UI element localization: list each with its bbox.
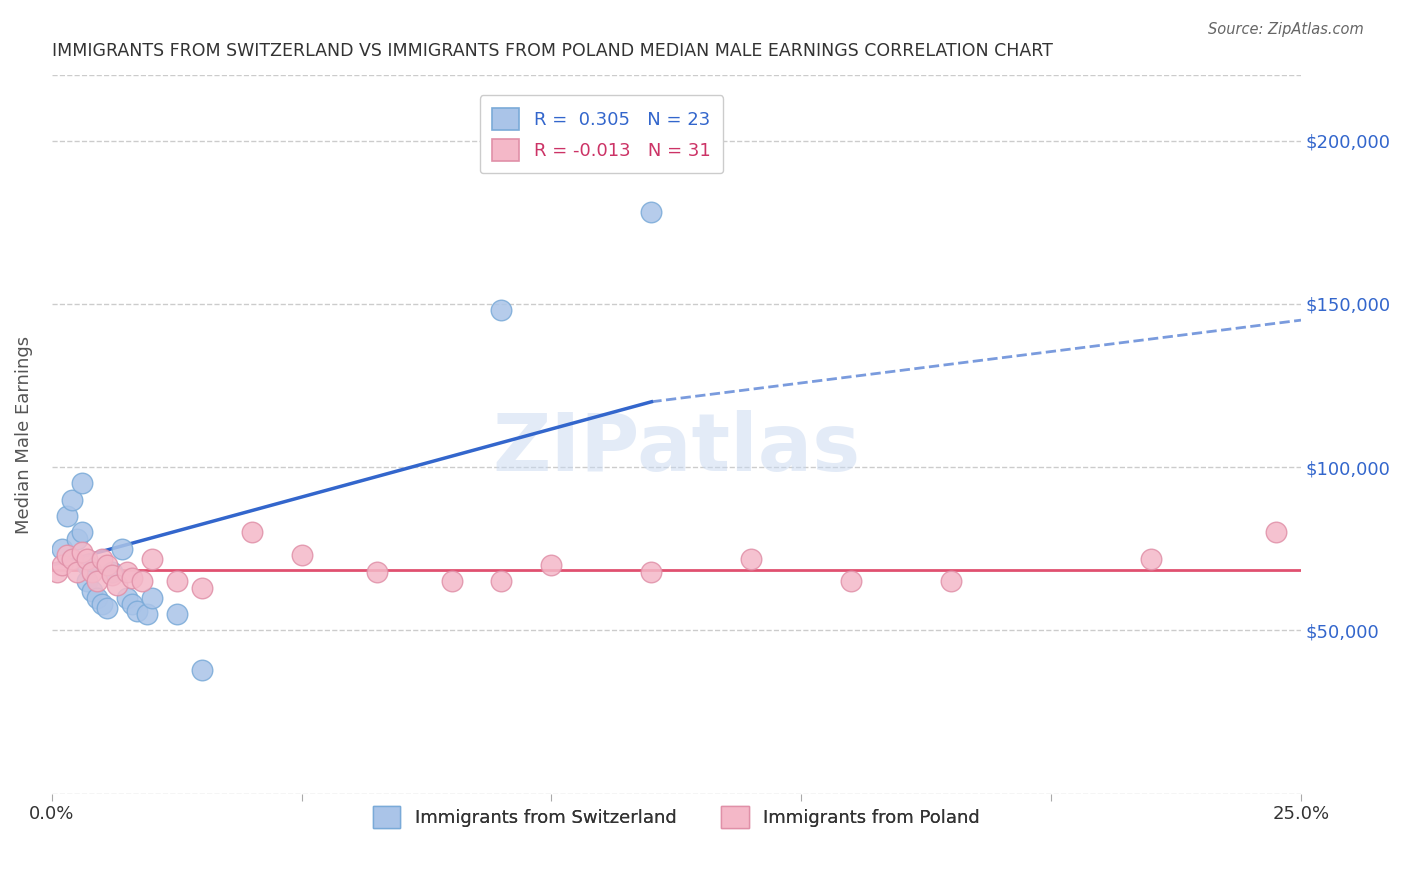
Point (135, 607, 157, 621)
Point (540, 558, 562, 572)
Point (76, 558, 98, 572)
Y-axis label: Median Male Earnings: Median Male Earnings (15, 335, 32, 533)
Text: IMMIGRANTS FROM SWITZERLAND VS IMMIGRANTS FROM POLAND MEDIAN MALE EARNINGS CORRE: IMMIGRANTS FROM SWITZERLAND VS IMMIGRANT… (52, 42, 1053, 60)
Point (640, 565, 662, 579)
Point (90, 551, 112, 566)
Point (70, 476, 93, 491)
Point (115, 591, 138, 605)
Point (86, 591, 108, 605)
Point (60, 492, 83, 507)
Point (190, 581, 212, 595)
Point (491, 303, 513, 318)
Point (115, 565, 138, 579)
Point (111, 541, 134, 556)
Point (55, 549, 77, 563)
Text: Source: ZipAtlas.com: Source: ZipAtlas.com (1208, 22, 1364, 37)
Point (240, 525, 263, 540)
Point (839, 574, 862, 589)
Point (96, 600, 118, 615)
Point (51, 558, 73, 572)
Point (80, 565, 103, 579)
Point (60, 551, 83, 566)
Point (55, 509, 77, 524)
Legend: Immigrants from Switzerland, Immigrants from Poland: Immigrants from Switzerland, Immigrants … (366, 798, 987, 835)
Point (941, 574, 963, 589)
Point (640, 205, 662, 219)
Point (105, 577, 128, 591)
Point (96, 558, 118, 572)
Point (100, 565, 122, 579)
Point (1265, 525, 1288, 540)
Point (100, 567, 122, 582)
Point (51, 541, 73, 556)
Point (291, 549, 314, 563)
Point (121, 571, 143, 585)
Point (740, 551, 762, 566)
Point (80, 584, 103, 599)
Point (90, 597, 112, 611)
Point (125, 604, 148, 618)
Point (141, 551, 163, 566)
Point (66, 532, 89, 546)
Point (166, 607, 188, 621)
Point (86, 574, 108, 589)
Point (45, 565, 67, 579)
Point (1140, 551, 1163, 566)
Point (440, 574, 463, 589)
Point (76, 551, 98, 566)
Point (76, 574, 98, 589)
Point (141, 591, 163, 605)
Point (190, 663, 212, 677)
Text: ZIPatlas: ZIPatlas (492, 409, 860, 488)
Point (491, 574, 513, 589)
Point (70, 525, 93, 540)
Point (366, 565, 388, 579)
Point (131, 574, 153, 589)
Point (70, 545, 93, 559)
Point (121, 597, 143, 611)
Point (66, 565, 89, 579)
Point (166, 574, 188, 589)
